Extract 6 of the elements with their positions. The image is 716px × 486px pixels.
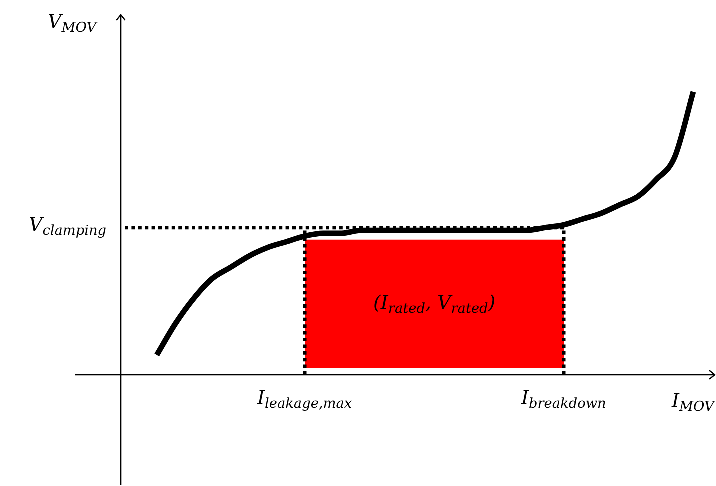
x-tick-label: I$_{breakdown}$ bbox=[522, 387, 606, 412]
y-axis-title: V$_{MOV}$ bbox=[48, 10, 97, 36]
x-axis-title: I$_{MOV}$ bbox=[672, 390, 714, 416]
x-tick-label: I$_{leakage,max}$ bbox=[258, 387, 352, 412]
ref-line-label: V$_{clamping}$ bbox=[29, 214, 107, 240]
band-label: (I$_{rated}$, V$_{rated}$) bbox=[374, 292, 496, 318]
